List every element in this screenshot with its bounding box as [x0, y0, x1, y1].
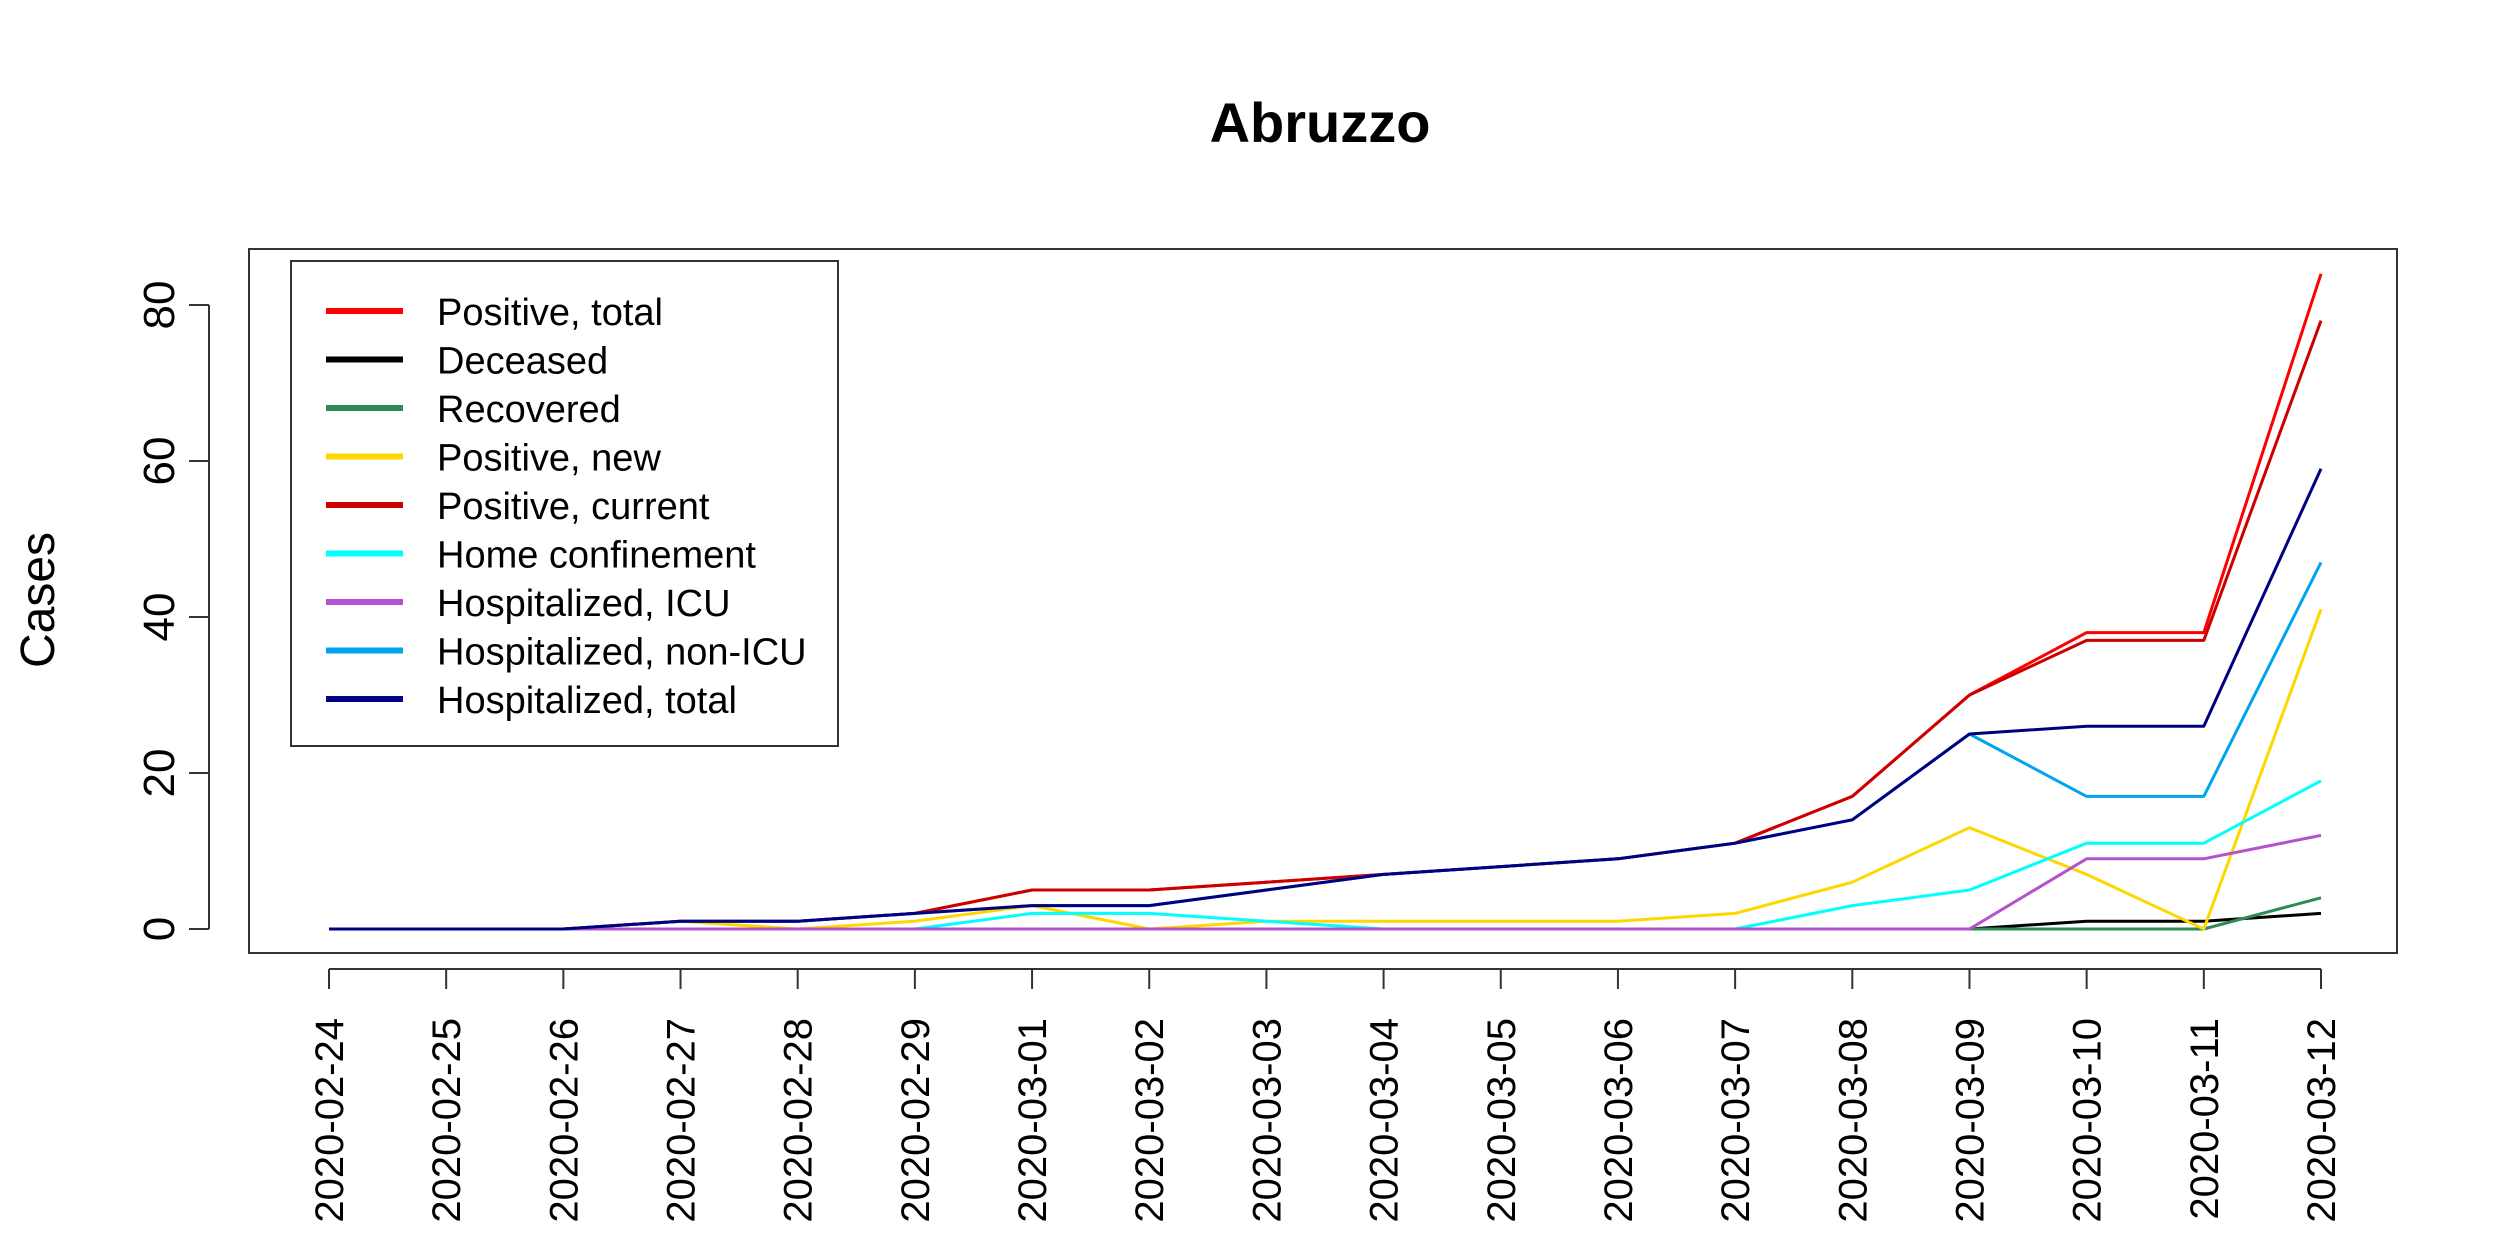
- x-tick-label: 2020-03-09: [1948, 1018, 1992, 1223]
- x-tick-label: 2020-03-10: [2066, 1018, 2110, 1223]
- series-line-7: [329, 833, 2322, 931]
- legend-box: [290, 260, 839, 747]
- y-axis: 0 20 40 60 80: [135, 281, 210, 941]
- x-tick-label: 2020-03-05: [1480, 1018, 1524, 1223]
- x-tick-label: 2020-03-12: [2300, 1018, 2344, 1223]
- legend-entry: Positive, new: [437, 438, 661, 480]
- x-tick-label: 2020-02-29: [894, 1018, 938, 1223]
- plot-frame: [248, 248, 2398, 954]
- legend-entry: Deceased: [437, 341, 608, 383]
- x-axis: 2020-02-24 2020-02-25 2020-02-26 2020-02-27…: [308, 968, 2344, 1223]
- legend-entry: Home confinement: [437, 535, 756, 577]
- x-tick-label: 2020-03-04: [1363, 1018, 1407, 1223]
- legend-entry: Positive, current: [437, 486, 710, 528]
- y-tick-label: 80: [135, 281, 184, 330]
- y-tick-label: 60: [135, 437, 184, 486]
- series-lines: [329, 273, 2323, 931]
- x-tick-label: 2020-02-26: [542, 1018, 586, 1223]
- y-axis-label: Cases: [12, 532, 65, 668]
- x-tick-label: 2020-02-25: [425, 1018, 469, 1223]
- y-tick-label: 20: [135, 749, 184, 798]
- x-tick-label: 2020-03-11: [2183, 1018, 2227, 1220]
- x-tick-label: 2020-02-28: [777, 1018, 821, 1223]
- legend-entry: Positive, total: [437, 292, 663, 334]
- y-tick-label: 0: [135, 917, 184, 941]
- series-line-6: [329, 779, 2322, 931]
- legend: Positive, total Deceased Recovered Positive…: [290, 260, 839, 747]
- y-tick-label: 40: [135, 593, 184, 642]
- x-tick-label: 2020-03-08: [1831, 1018, 1875, 1223]
- x-tick-label: 2020-03-07: [1714, 1018, 1758, 1223]
- x-tick-label: 2020-02-27: [660, 1018, 704, 1223]
- legend-entry: Recovered: [437, 389, 621, 431]
- legend-entry: Hospitalized, total: [437, 680, 737, 722]
- x-tick-label: 2020-03-03: [1245, 1018, 1289, 1223]
- series-line-9: [329, 468, 2323, 931]
- x-tick-label: 2020-03-02: [1128, 1018, 1172, 1223]
- legend-entry: Hospitalized, non-ICU: [437, 632, 807, 674]
- x-tick-label: 2020-03-01: [1011, 1018, 1055, 1223]
- x-tick-label: 2020-03-06: [1597, 1018, 1641, 1223]
- chart-title: Abruzzo: [1210, 91, 1431, 154]
- x-tick-label: 2020-02-24: [308, 1018, 352, 1223]
- legend-entry: Hospitalized, ICU: [437, 583, 731, 625]
